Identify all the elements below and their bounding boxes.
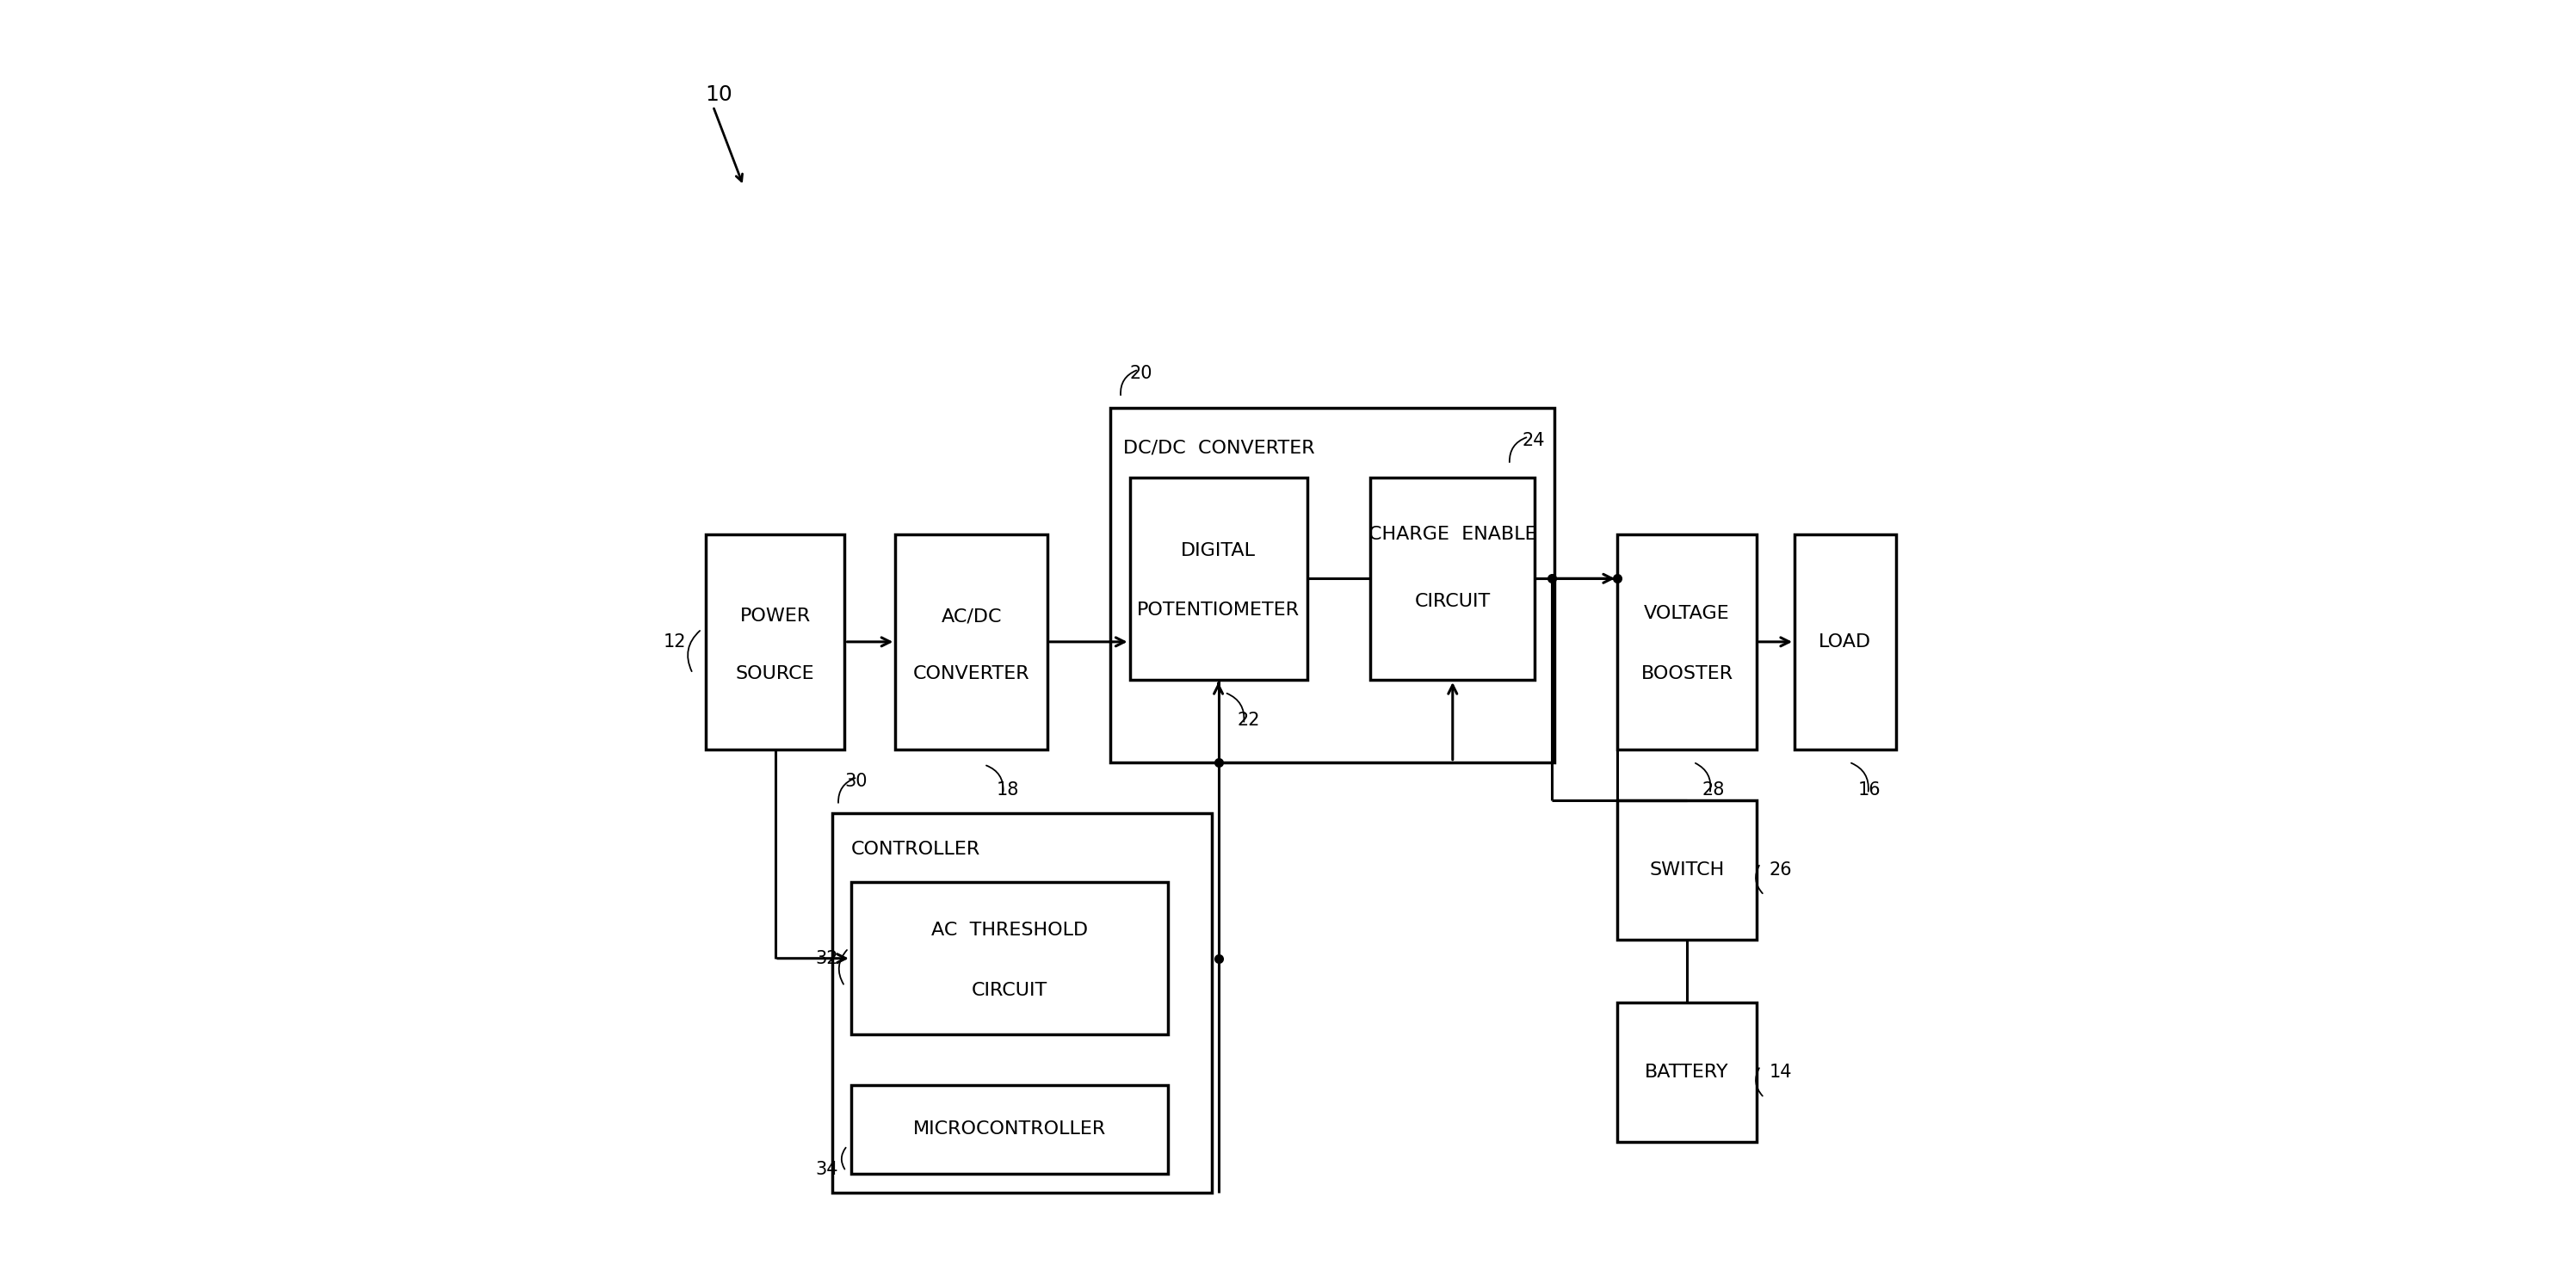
Bar [1370,477,1535,680]
Bar [706,534,845,750]
Text: CIRCUIT: CIRCUIT [971,981,1048,999]
Text: LOAD: LOAD [1819,633,1873,651]
Text: 14: 14 [1770,1064,1793,1080]
Text: SOURCE: SOURCE [737,665,814,683]
Text: 16: 16 [1857,782,1880,798]
Bar [1618,801,1757,939]
Text: CONTROLLER: CONTROLLER [850,840,981,858]
Bar [850,1085,1167,1173]
Text: AC/DC: AC/DC [940,608,1002,625]
Text: 28: 28 [1703,782,1726,798]
Text: CONVERTER: CONVERTER [912,665,1030,683]
Bar [1131,477,1306,680]
Text: BOOSTER: BOOSTER [1641,665,1734,683]
Text: SWITCH: SWITCH [1649,862,1723,878]
Text: CHARGE  ENABLE: CHARGE ENABLE [1368,526,1538,543]
Bar [832,812,1213,1192]
Bar [1795,534,1896,750]
Bar [896,534,1048,750]
Bar [1618,534,1757,750]
Text: 18: 18 [997,782,1020,798]
Text: MICROCONTROLLER: MICROCONTROLLER [912,1121,1105,1138]
Text: CIRCUIT: CIRCUIT [1414,592,1492,610]
Text: DIGITAL: DIGITAL [1180,541,1255,559]
Text: 20: 20 [1131,365,1151,383]
Text: POWER: POWER [739,608,811,625]
Bar [850,882,1167,1035]
Text: 22: 22 [1236,712,1260,728]
Text: DC/DC  CONVERTER: DC/DC CONVERTER [1123,440,1314,456]
Text: 30: 30 [845,773,868,791]
Bar [1618,1003,1757,1141]
Text: 24: 24 [1522,432,1546,450]
Text: 26: 26 [1770,862,1793,878]
Text: VOLTAGE: VOLTAGE [1643,605,1731,623]
Bar [1110,408,1553,763]
Text: 12: 12 [665,633,685,651]
Text: AC  THRESHOLD: AC THRESHOLD [930,921,1087,939]
Text: BATTERY: BATTERY [1646,1064,1728,1080]
Text: 32: 32 [817,949,837,967]
Text: 10: 10 [706,85,732,105]
Text: POTENTIOMETER: POTENTIOMETER [1136,601,1301,619]
Text: 34: 34 [817,1160,837,1178]
